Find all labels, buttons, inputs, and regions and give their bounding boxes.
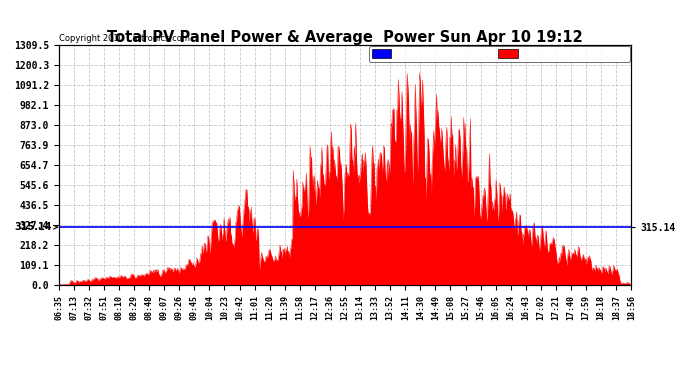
Text: Copyright 2010 Cartronics.com: Copyright 2010 Cartronics.com xyxy=(59,34,190,43)
Legend: Average  (DC Watts), PV Panels  (DC Watts): Average (DC Watts), PV Panels (DC Watts) xyxy=(369,46,631,62)
Title: Total PV Panel Power & Average  Power Sun Apr 10 19:12: Total PV Panel Power & Average Power Sun… xyxy=(107,30,583,45)
Text: 315.14: 315.14 xyxy=(14,222,58,232)
